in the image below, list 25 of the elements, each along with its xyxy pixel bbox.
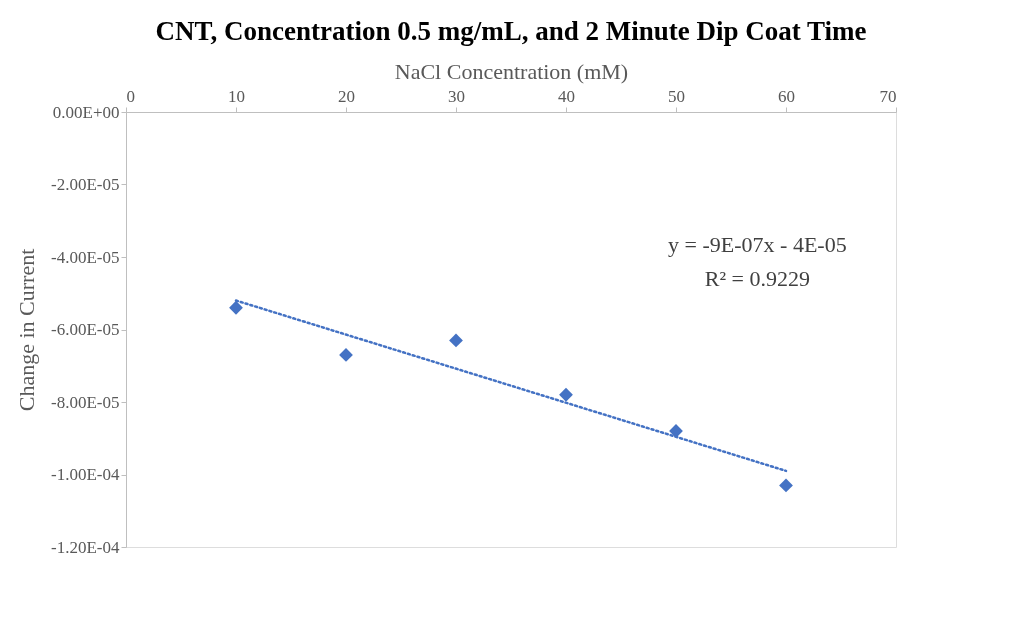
y-tick-label: -6.00E-05 [51, 320, 120, 339]
x-tick-label: 60 [778, 86, 795, 106]
point [339, 347, 353, 362]
x-tick-label: 50 [668, 86, 685, 106]
x-tick-label: 40 [558, 86, 575, 106]
y-axis-title: Change in Current [14, 248, 40, 412]
point [559, 387, 573, 402]
annotation: R² = 0.9229 [704, 265, 810, 291]
chart-title: CNT, Concentration 0.5 mg/mL, and 2 Minute Dip Coat Time [155, 16, 867, 46]
y-tick-label: -2.00E-05 [51, 175, 120, 194]
x-tick-label: 30 [448, 86, 465, 106]
y-tick-label: -1.00E-04 [51, 465, 120, 484]
x-tick-label: 20 [338, 86, 355, 106]
point [449, 333, 463, 348]
y-tick-label: 0.00E+00 [52, 102, 120, 122]
y-tick-label: -1.20E-04 [51, 537, 120, 557]
y-tick-label: -4.00E-05 [51, 247, 120, 267]
y-tick-label: -8.00E-05 [51, 392, 120, 412]
x-tick-label: 10 [228, 86, 245, 106]
point [779, 478, 793, 493]
point [229, 300, 243, 315]
x-tick-label: 70 [879, 86, 897, 106]
x-axis-title: NaCl Concentration (mM) [394, 58, 629, 84]
annotation: y = -9E-07x - 4E-05 [668, 231, 847, 257]
x-tick-label: 0 [126, 86, 135, 106]
